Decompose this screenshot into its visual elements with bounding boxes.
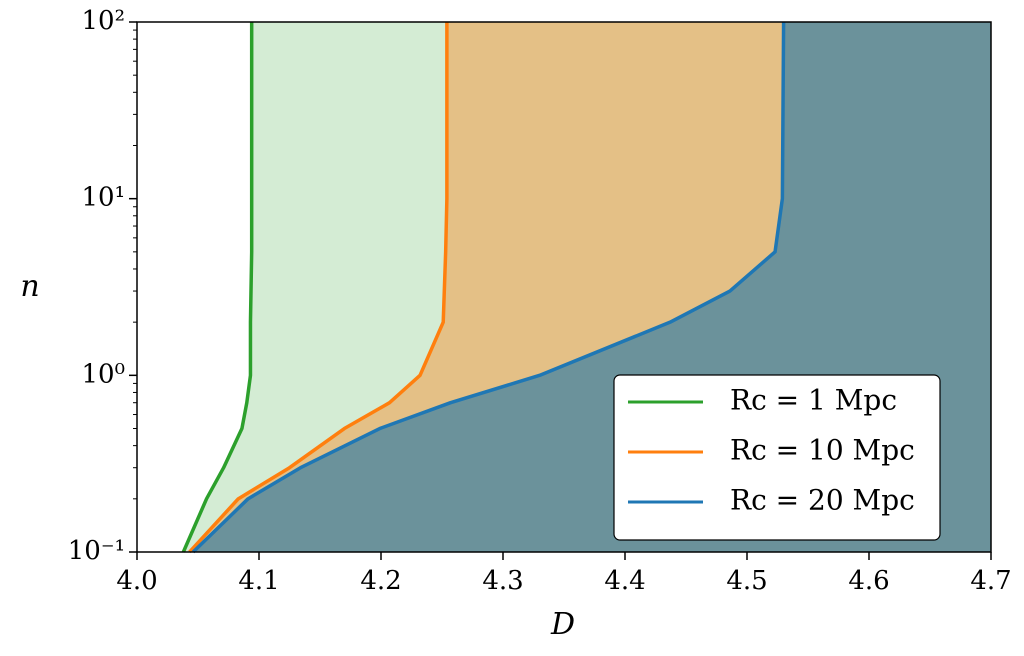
legend-label: Rc = 20 Mpc [730,484,915,517]
line [191,21,786,554]
x-tick-label: 4.6 [848,566,889,596]
legend-box [613,374,941,541]
x-tick-label: 4.1 [238,566,279,596]
y-tick-label: 10⁰ [81,359,125,389]
y-axis-label: n [20,269,39,304]
legend-label: Rc = 10 Mpc [730,434,915,467]
line [188,22,449,554]
x-tick-label: 4.0 [116,566,157,596]
y-tick-label: 10¹ [81,183,125,213]
y-tick-label: 10⁻¹ [68,536,125,566]
x-axis-label: D [550,607,575,642]
x-tick-label: 4.3 [482,566,523,596]
x-tick-label: 4.2 [360,566,401,596]
x-tick-label: 4.5 [726,566,767,596]
line [181,22,254,553]
x-tick-label: 4.7 [970,566,1011,596]
legend-label: Rc = 1 Mpc [730,384,897,417]
plot-frame [136,21,992,553]
x-tick-label: 4.4 [604,566,645,596]
y-tick-label: 10² [81,6,125,36]
